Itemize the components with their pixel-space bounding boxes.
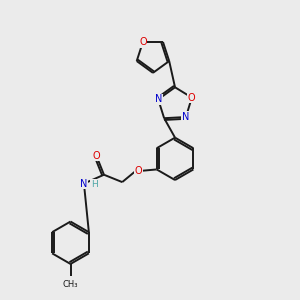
Text: O: O xyxy=(92,151,100,160)
Text: N: N xyxy=(154,94,162,104)
Text: O: O xyxy=(188,93,196,103)
Text: N: N xyxy=(182,112,190,122)
Text: N: N xyxy=(80,178,88,189)
Text: H: H xyxy=(91,180,98,189)
Text: O: O xyxy=(139,37,147,47)
Text: O: O xyxy=(134,166,142,176)
Text: CH₃: CH₃ xyxy=(63,280,78,289)
